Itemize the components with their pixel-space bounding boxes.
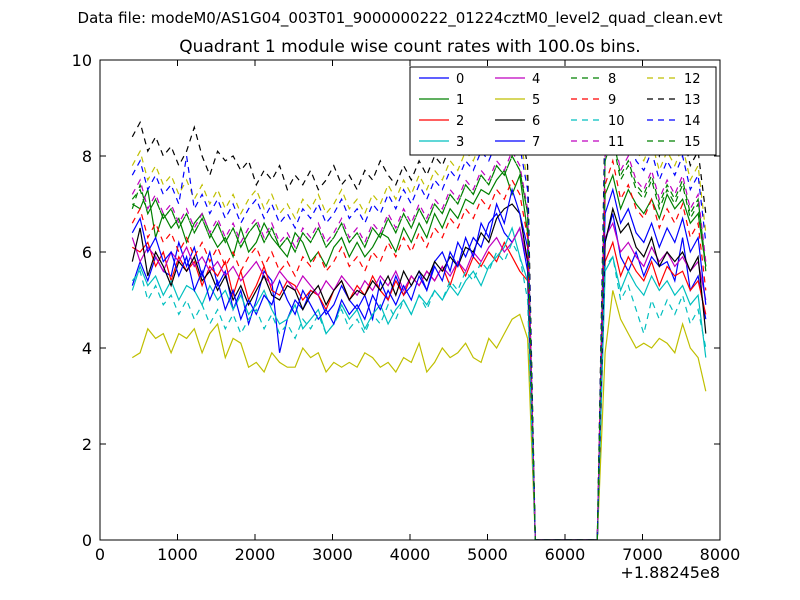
x-tick-label: 3000 — [312, 545, 353, 564]
legend-label-13: 13 — [684, 93, 701, 108]
legend-label-12: 12 — [684, 72, 701, 87]
legend-label-6: 6 — [532, 114, 540, 129]
legend-label-1: 1 — [456, 93, 464, 108]
y-tick-label: 8 — [82, 147, 92, 166]
x-tick-label: 4000 — [390, 545, 431, 564]
series-line-9 — [131, 158, 707, 540]
legend-label-9: 9 — [608, 93, 616, 108]
legend-label-8: 8 — [608, 72, 616, 87]
y-tick-label: 10 — [72, 51, 92, 70]
x-tick-label: 2000 — [235, 545, 276, 564]
x-tick-label: 5000 — [467, 545, 508, 564]
y-tick-label: 4 — [82, 339, 92, 358]
series-line-8 — [131, 134, 707, 540]
x-tick-label: 6000 — [545, 545, 586, 564]
legend-label-5: 5 — [532, 93, 540, 108]
x-tick-label: 8000 — [700, 545, 741, 564]
y-tick-label: 0 — [82, 531, 92, 550]
x-tick-label: 1000 — [157, 545, 198, 564]
y-tick-label: 6 — [82, 243, 92, 262]
series-line-5 — [131, 290, 707, 540]
figure-suptitle: Data file: modeM0/AS1G04_003T01_90000002… — [78, 9, 723, 28]
legend-label-3: 3 — [456, 135, 464, 150]
legend-label-0: 0 — [456, 72, 464, 87]
series-line-15 — [131, 139, 707, 540]
series-line-1 — [131, 169, 707, 540]
chart-title: Quadrant 1 module wise count rates with … — [179, 37, 640, 57]
y-tick-label: 2 — [82, 435, 92, 454]
legend-box — [409, 66, 717, 156]
series-line-4 — [131, 221, 707, 540]
series-line-7 — [131, 187, 707, 540]
legend-label-7: 7 — [532, 135, 540, 150]
series-line-12 — [131, 100, 707, 540]
legend-label-10: 10 — [608, 114, 625, 129]
series-line-10 — [131, 240, 707, 540]
x-tick-label: 0 — [95, 545, 105, 564]
series-line-6 — [131, 203, 707, 540]
series-line-11 — [131, 129, 707, 540]
legend-label-14: 14 — [684, 114, 701, 129]
x-offset-label: +1.88245e8 — [620, 563, 720, 582]
legend-label-11: 11 — [608, 135, 625, 150]
legend-label-2: 2 — [456, 114, 464, 129]
legend-label-4: 4 — [532, 72, 540, 87]
x-tick-label: 7000 — [622, 545, 663, 564]
legend-label-15: 15 — [684, 135, 701, 150]
